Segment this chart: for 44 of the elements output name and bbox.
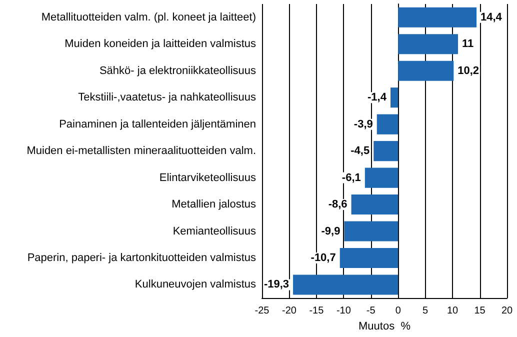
y-tick-label: Elintarviketeollisuus (159, 172, 256, 184)
bar (351, 194, 398, 215)
x-tick-label: -15 (309, 306, 324, 317)
y-tick-label: Muiden ei-metallisten mineraalituotteiden valm. (26, 145, 256, 158)
x-axis-title: Muutos % (358, 320, 411, 332)
data-label: -8,6 (328, 198, 348, 211)
x-tick-label: -25 (254, 306, 270, 317)
bar (374, 141, 398, 162)
bar (376, 114, 398, 134)
data-label: -4,5 (350, 145, 370, 158)
data-label: -10,7 (310, 252, 336, 264)
data-label: -1,4 (368, 92, 388, 104)
bar (344, 221, 398, 242)
data-label: -9,9 (321, 225, 340, 238)
data-label: 14,4 (480, 11, 503, 24)
x-tick-label: -5 (366, 306, 376, 317)
x-tick-label: 0 (395, 306, 402, 317)
bar (390, 88, 398, 108)
data-label: -6,1 (342, 172, 361, 184)
y-tick-label: Metallituotteiden valm. (pl. koneet ja laitteet) (41, 11, 256, 24)
x-tick-label: 5 (422, 306, 429, 317)
x-tick-label: -10 (336, 306, 352, 317)
data-label: 10,2 (458, 64, 480, 77)
data-label: -3,9 (354, 118, 373, 130)
x-tick-label: 10 (446, 306, 459, 317)
x-tick-label: 15 (474, 306, 486, 317)
bar (364, 168, 398, 188)
y-tick-label: Metallien jalostus (172, 198, 256, 211)
bar (398, 60, 454, 81)
y-tick-label: Muiden koneiden ja laitteiden valmistus (64, 38, 256, 50)
y-tick-label: Sähkö- ja elektroniikkateollisuus (99, 64, 256, 77)
bar (398, 7, 477, 28)
data-label: 11 (462, 38, 474, 50)
x-tick-label: 20 (501, 306, 513, 317)
y-tick-label: Kulkuneuvojen valmistus (134, 278, 256, 291)
y-tick-label: Kemianteollisuus (172, 225, 256, 238)
bar (293, 274, 398, 295)
x-tick-label: -20 (282, 306, 297, 317)
y-tick-label: Painaminen ja tallenteiden jäljentäminen (59, 118, 256, 130)
bar (340, 248, 398, 268)
bar (398, 34, 458, 54)
y-tick-label: Tekstiili-,vaatetus- ja nahkateollisuus (78, 92, 256, 104)
data-label: -19,3 (264, 278, 290, 291)
y-tick-label: Paperin, paperi- ja kartonkituotteiden valmistus (27, 252, 256, 264)
